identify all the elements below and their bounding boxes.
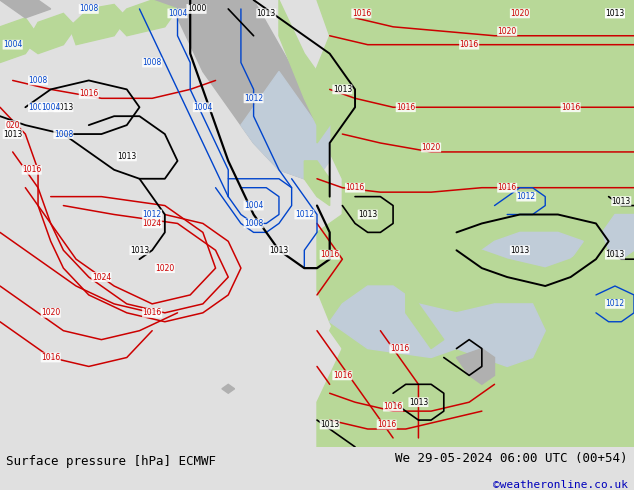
Text: 1013: 1013: [130, 246, 149, 255]
Text: 1013: 1013: [605, 250, 624, 259]
Text: 1020: 1020: [41, 308, 60, 318]
Text: 1016: 1016: [79, 89, 98, 98]
Text: 1013: 1013: [54, 103, 73, 112]
Polygon shape: [70, 4, 127, 45]
Text: 1008: 1008: [54, 129, 73, 139]
Polygon shape: [279, 0, 330, 143]
Polygon shape: [317, 393, 634, 447]
Text: 1013: 1013: [117, 152, 136, 161]
Text: 1013: 1013: [269, 246, 288, 255]
Polygon shape: [25, 13, 76, 53]
Text: 1016: 1016: [22, 165, 41, 174]
Polygon shape: [456, 348, 495, 384]
Text: ©weatheronline.co.uk: ©weatheronline.co.uk: [493, 480, 628, 490]
Text: 1016: 1016: [384, 402, 403, 411]
Polygon shape: [482, 232, 583, 268]
Polygon shape: [114, 0, 178, 36]
Text: 1016: 1016: [460, 40, 479, 49]
Polygon shape: [330, 286, 431, 367]
Text: 1016: 1016: [41, 353, 60, 362]
Text: 1013: 1013: [409, 398, 428, 407]
Text: 1013: 1013: [605, 9, 624, 18]
Text: 1008: 1008: [29, 103, 48, 112]
Text: 1013: 1013: [3, 129, 22, 139]
Text: 1013: 1013: [358, 210, 377, 219]
Text: 1013: 1013: [612, 196, 631, 206]
Text: 1016: 1016: [352, 9, 371, 18]
Text: 020: 020: [6, 121, 20, 130]
Text: 1012: 1012: [605, 299, 624, 308]
Text: 1013: 1013: [320, 420, 339, 429]
Polygon shape: [152, 0, 317, 179]
Text: 1013: 1013: [605, 9, 624, 18]
Polygon shape: [0, 0, 51, 18]
Text: 1012: 1012: [295, 210, 314, 219]
Polygon shape: [330, 286, 545, 367]
Polygon shape: [456, 322, 520, 358]
Text: 1004: 1004: [193, 103, 212, 112]
Text: 1008: 1008: [79, 4, 98, 13]
Text: 1016: 1016: [498, 183, 517, 192]
Text: 1008: 1008: [244, 219, 263, 228]
Text: 1012: 1012: [244, 94, 263, 103]
Text: 1024: 1024: [92, 272, 111, 282]
Polygon shape: [304, 161, 330, 206]
Text: 1016: 1016: [333, 371, 352, 380]
Polygon shape: [222, 384, 235, 393]
Text: 1020: 1020: [422, 143, 441, 152]
Text: 1008: 1008: [143, 58, 162, 67]
Text: We 29-05-2024 06:00 UTC (00+54): We 29-05-2024 06:00 UTC (00+54): [395, 452, 628, 466]
Polygon shape: [241, 72, 330, 179]
Text: 1016: 1016: [320, 250, 339, 259]
Text: 1016: 1016: [377, 420, 396, 429]
Polygon shape: [304, 0, 634, 447]
Text: 1020: 1020: [510, 9, 529, 18]
Text: 1016: 1016: [346, 183, 365, 192]
Text: 1016: 1016: [561, 103, 580, 112]
Polygon shape: [0, 18, 38, 63]
Text: 1016: 1016: [396, 103, 415, 112]
Text: 1004: 1004: [41, 103, 60, 112]
Text: 1008: 1008: [29, 76, 48, 85]
Text: Surface pressure [hPa] ECMWF: Surface pressure [hPa] ECMWF: [6, 456, 216, 468]
Polygon shape: [317, 215, 393, 286]
Text: 1004: 1004: [244, 201, 263, 210]
Text: 1016: 1016: [390, 344, 409, 353]
Text: 1013: 1013: [510, 246, 529, 255]
Polygon shape: [602, 215, 634, 259]
Polygon shape: [406, 286, 444, 348]
Text: 1024: 1024: [143, 219, 162, 228]
Text: 1020: 1020: [155, 264, 174, 272]
Text: 1004: 1004: [168, 9, 187, 18]
Text: 1012: 1012: [143, 210, 162, 219]
Text: 1013: 1013: [333, 85, 352, 94]
Polygon shape: [469, 250, 609, 286]
Text: 1016: 1016: [143, 308, 162, 318]
Text: 1013: 1013: [257, 9, 276, 18]
Text: 1020: 1020: [498, 27, 517, 36]
Text: 1000: 1000: [187, 4, 206, 13]
Text: 1012: 1012: [517, 192, 536, 201]
Text: 1004: 1004: [3, 40, 22, 49]
